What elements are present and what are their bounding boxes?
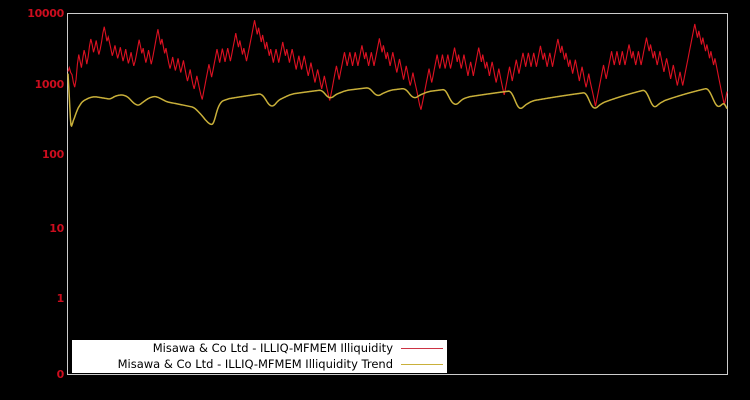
series-group [67,20,728,127]
y-axis-tick-1: 1 [56,292,65,305]
y-axis-tick-10: 10 [49,222,64,235]
legend-entry-illiquidity: Misawa & Co Ltd - ILLIQ-MFMEM Illiquidit… [72,340,447,356]
legend-swatch-illiquidity [401,347,443,349]
chart-legend: Misawa & Co Ltd - ILLIQ-MFMEM Illiquidit… [72,340,447,373]
y-axis-tick-100: 100 [41,148,64,161]
plot-area [67,13,728,375]
series-line-illiquidity-trend [67,73,728,127]
y-axis: 10000 1000 100 10 1 0 [0,0,64,400]
y-axis-tick-10000: 10000 [27,7,64,20]
y-axis-tick-1000: 1000 [34,78,65,91]
legend-entry-illiquidity-trend: Misawa & Co Ltd - ILLIQ-MFMEM Illiquidit… [72,356,447,372]
legend-swatch-illiquidity-trend [401,363,443,365]
series-line-illiquidity [67,20,728,110]
legend-label-illiquidity-trend: Misawa & Co Ltd - ILLIQ-MFMEM Illiquidit… [117,357,393,371]
y-axis-tick-0: 0 [56,368,65,381]
legend-label-illiquidity: Misawa & Co Ltd - ILLIQ-MFMEM Illiquidit… [152,341,393,355]
